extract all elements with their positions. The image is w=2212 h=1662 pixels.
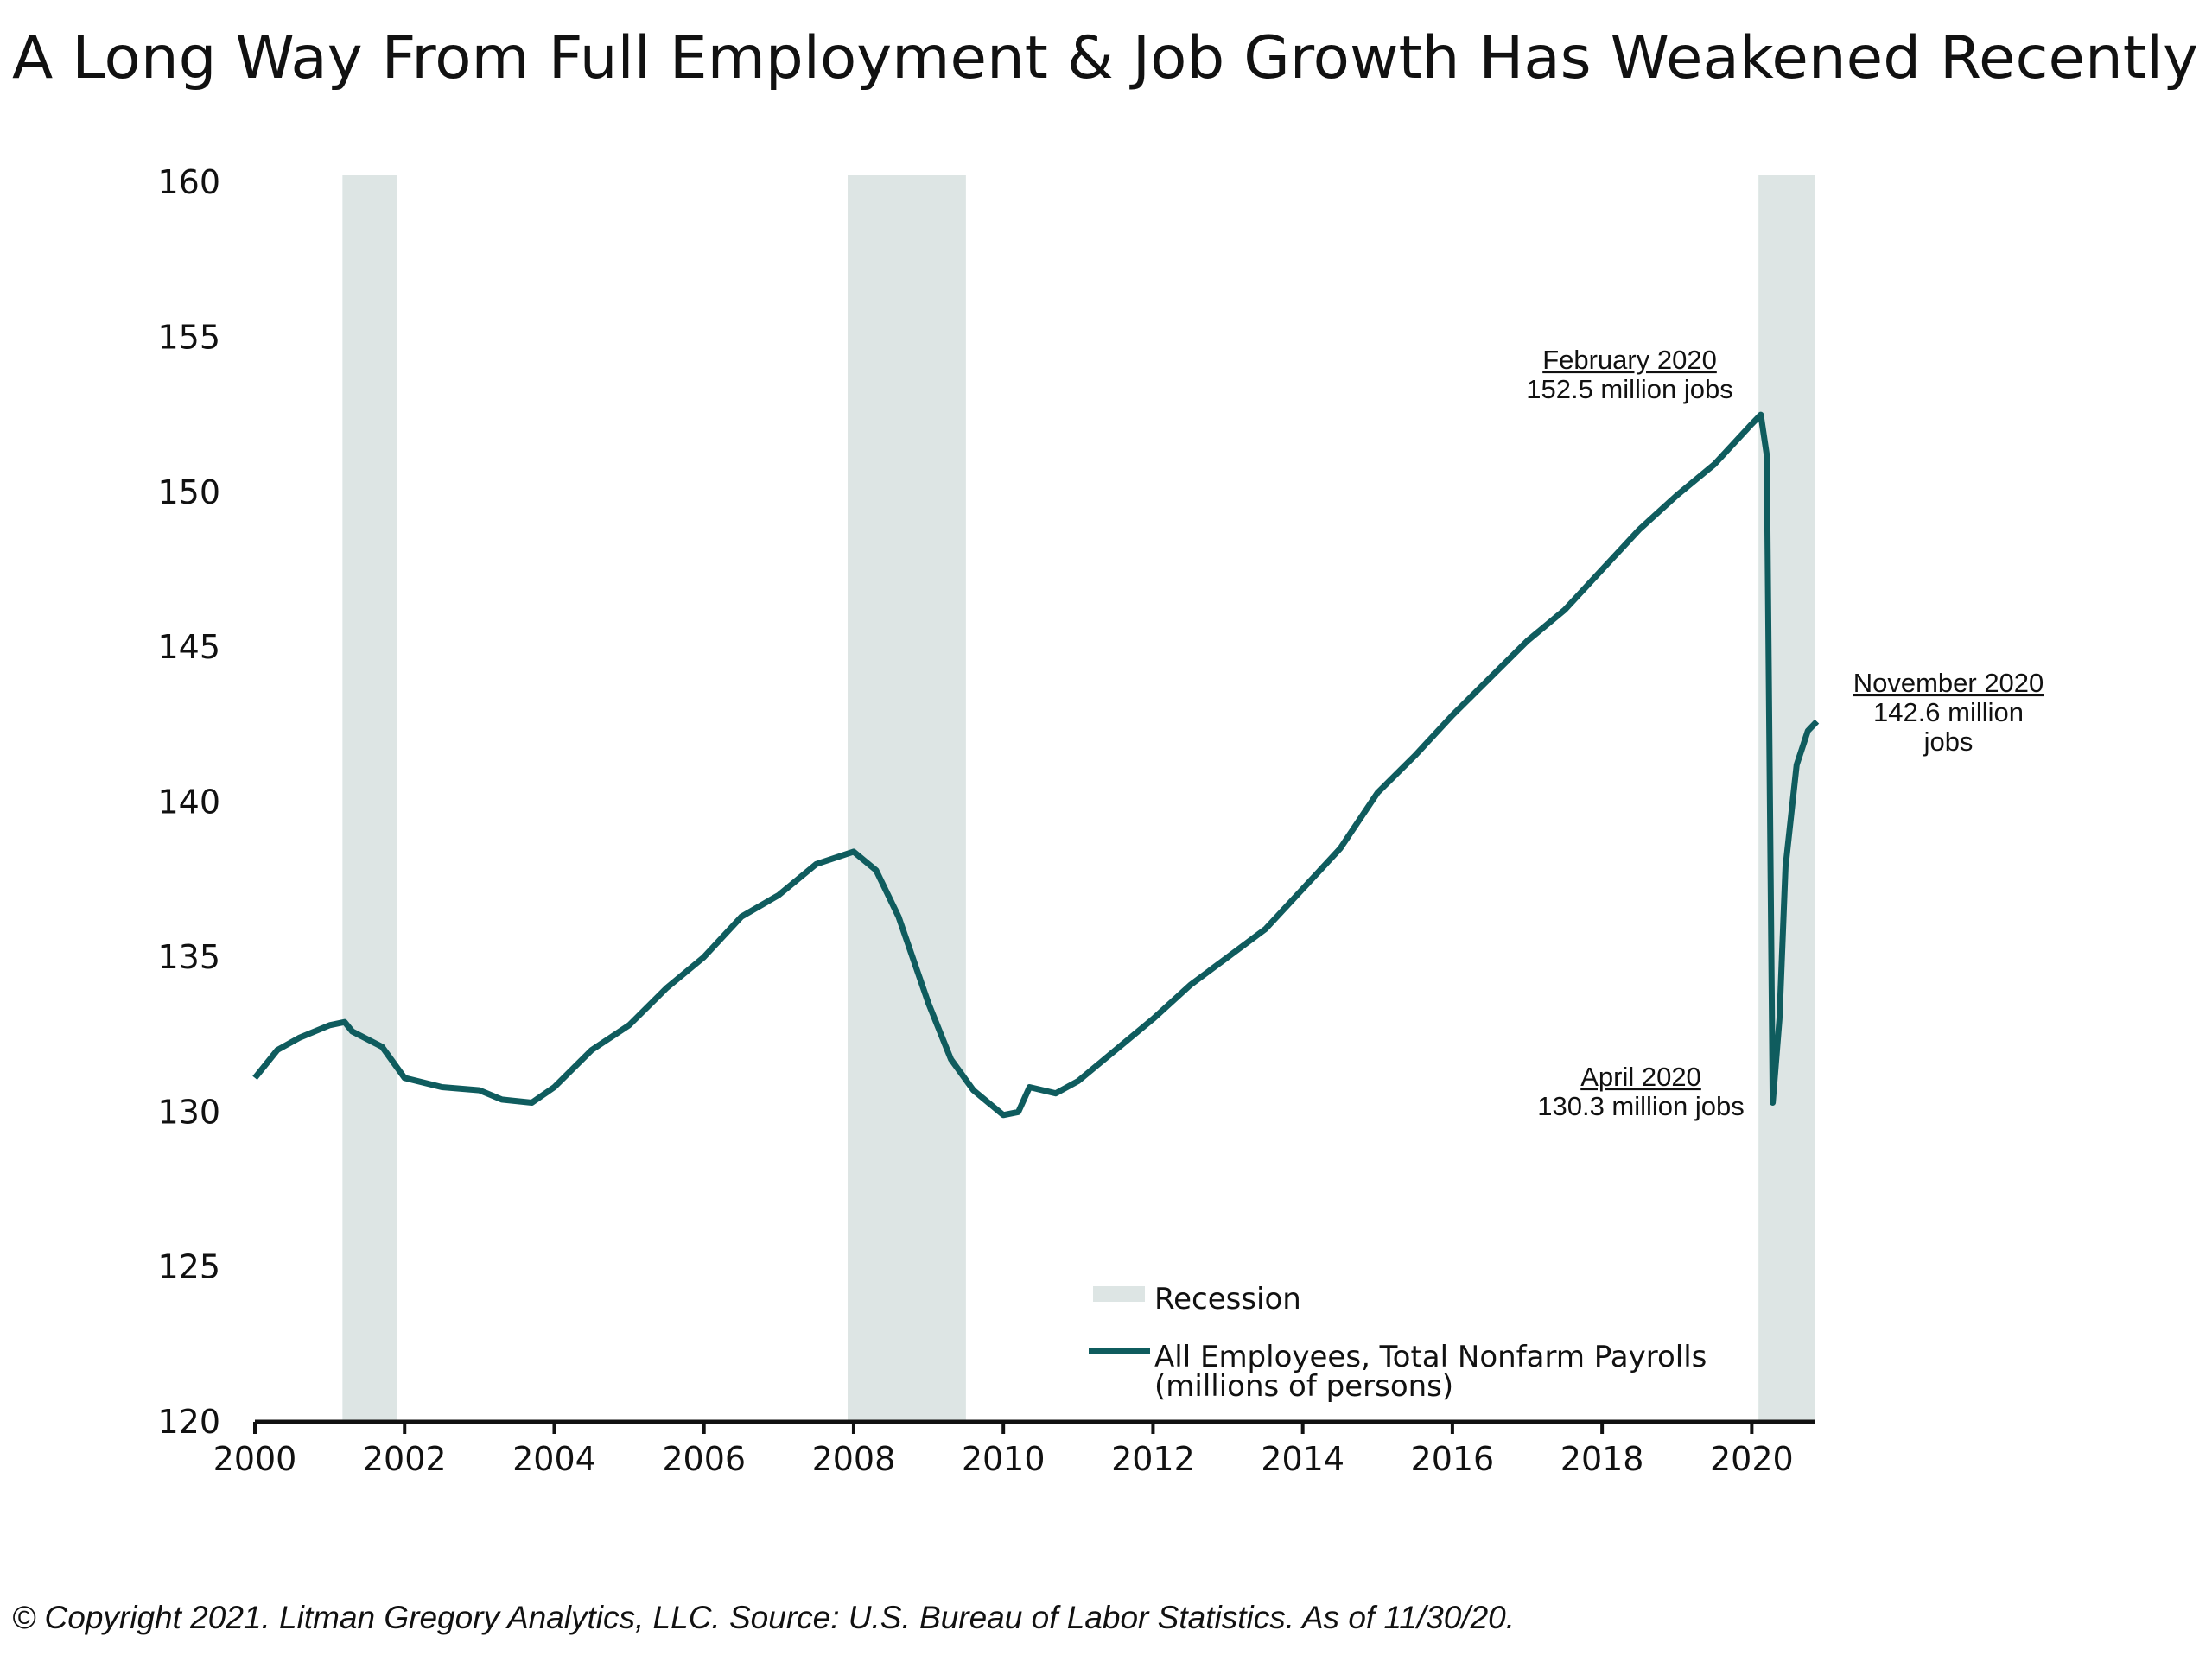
footer: © Copyright 2021. Litman Gregory Analyti… (12, 1600, 1515, 1635)
y-tick-label: 140 (157, 783, 220, 821)
y-tick-label: 145 (157, 628, 220, 666)
annotation: 152.5 million jobs (1526, 374, 1733, 404)
y-tick-label: 160 (157, 163, 220, 201)
y-tick-label: 120 (157, 1403, 220, 1441)
y-tick-label: 130 (157, 1093, 220, 1131)
x-tick-label: 2008 (812, 1440, 896, 1478)
y-tick-label: 150 (157, 473, 220, 511)
annotation: 142.6 million (1873, 697, 2024, 727)
x-tick-label: 2016 (1411, 1440, 1495, 1478)
y-tick-label: 125 (157, 1248, 220, 1286)
x-tick-label: 2010 (962, 1440, 1046, 1478)
x-tick-label: 2012 (1111, 1440, 1195, 1478)
recession-band (848, 175, 966, 1422)
annotation: 130.3 million jobs (1537, 1091, 1745, 1121)
legend-label: Recession (1154, 1282, 1301, 1316)
x-tick-label: 2000 (213, 1440, 297, 1478)
annotation: February 2020 (1542, 345, 1717, 375)
recession-band (342, 175, 397, 1422)
x-tick-label: 2014 (1261, 1440, 1344, 1478)
x-tick-label: 2020 (1710, 1440, 1794, 1478)
annotation: November 2020 (1853, 668, 2044, 698)
chart-title: A Long Way From Full Employment & Job Gr… (12, 24, 2198, 92)
x-tick-label: 2002 (363, 1440, 447, 1478)
x-tick-label: 2004 (512, 1440, 596, 1478)
annotation: April 2020 (1580, 1062, 1701, 1092)
legend-swatch (1093, 1286, 1145, 1302)
legend-label: All Employees, Total Nonfarm Payrolls (1154, 1340, 1707, 1374)
x-tick-label: 2018 (1560, 1440, 1644, 1478)
annotation: jobs (1923, 726, 1974, 757)
y-tick-label: 135 (157, 938, 220, 976)
series-line (252, 411, 1820, 1119)
legend-label: (millions of persons) (1154, 1369, 1453, 1404)
x-tick-label: 2006 (662, 1440, 746, 1478)
y-tick-label: 155 (157, 318, 220, 356)
